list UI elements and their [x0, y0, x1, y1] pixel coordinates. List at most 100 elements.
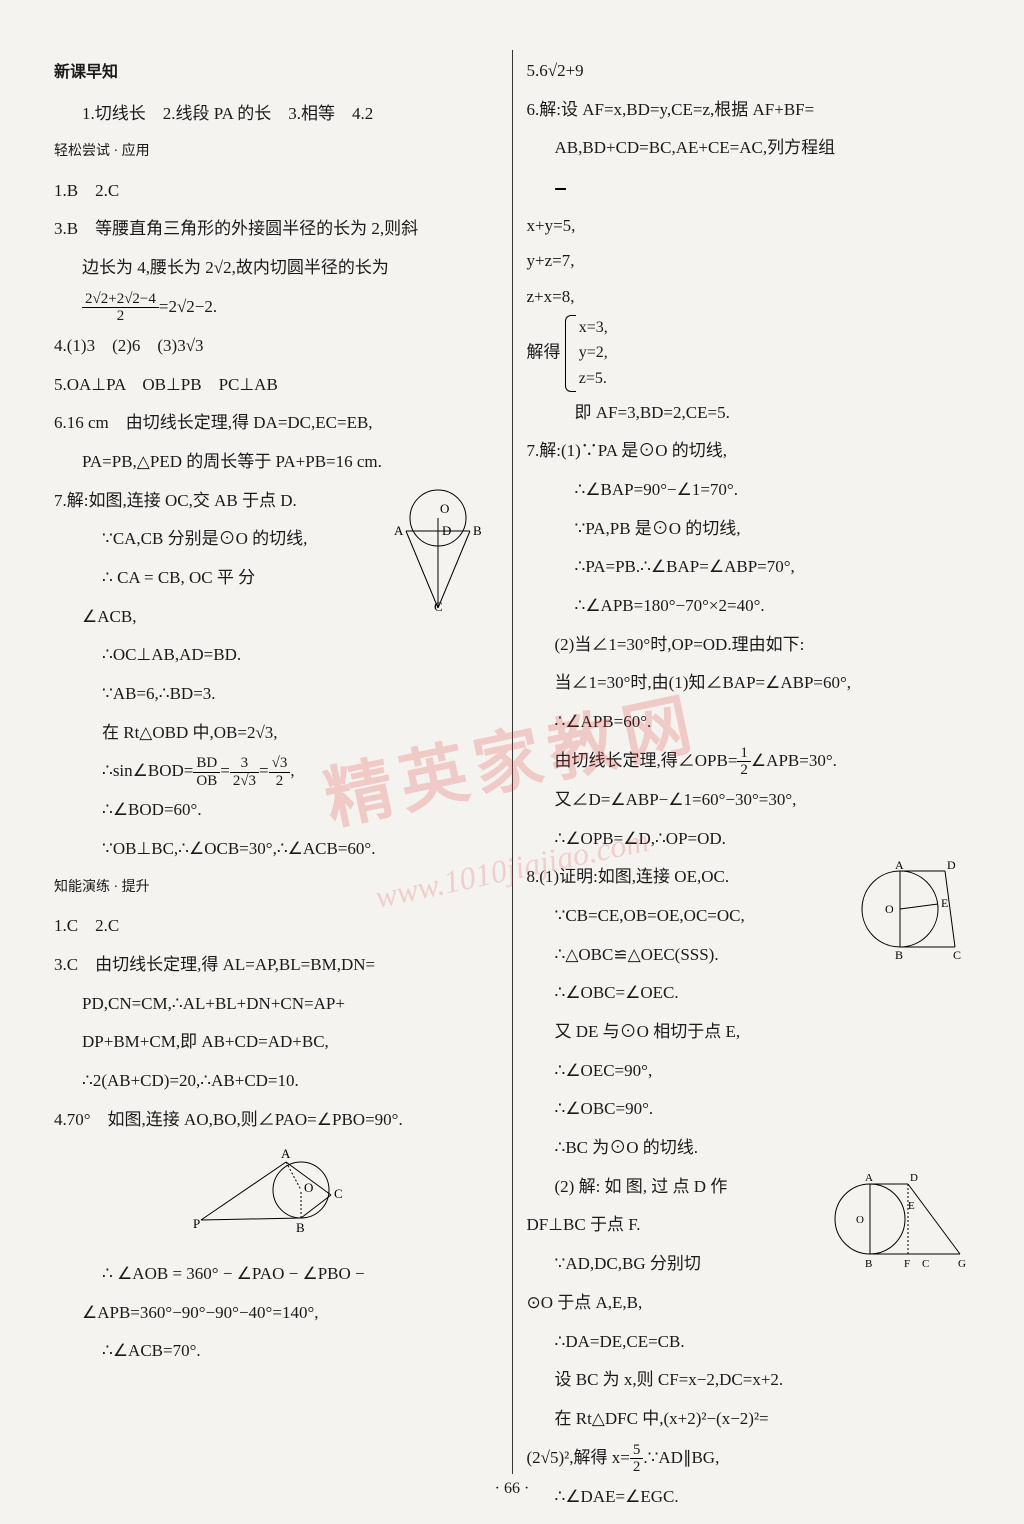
q6-line2: PA=PB,△PED 的周长等于 PA+PB=16 cm.	[54, 444, 498, 480]
p3-line1: 3.C 由切线长定理,得 AL=AP,BL=BM,DN=	[54, 947, 498, 983]
two-column-layout: 新课早知 1.切线长 2.线段 PA 的长 3.相等 4.2 轻松尝试 · 应用…	[40, 50, 984, 1474]
r8-2-line9: ∴∠DAE=∠EGC.	[527, 1479, 971, 1515]
r8-2-line7: 在 Rt△DFC 中,(x+2)²−(x−2)²=	[527, 1401, 971, 1437]
r7-line11: ∴∠OPB=∠D,∴OP=OD.	[527, 821, 971, 857]
q3-result: =2√2−2.	[159, 297, 217, 316]
r8-line8: ∴BC 为⊙O 的切线.	[527, 1130, 971, 1166]
fig7-O: O	[440, 501, 449, 516]
q7-line9: ∴∠BOD=60°.	[54, 792, 498, 828]
left-column: 新课早知 1.切线长 2.线段 PA 的长 3.相等 4.2 轻松尝试 · 应用…	[40, 50, 513, 1474]
right-column: 5.6√2+9 6.解:设 AF=x,BD=y,CE=z,根据 AF+BF= A…	[513, 50, 985, 1474]
q7eq2: =	[259, 761, 269, 780]
q7f1n: BD	[193, 755, 220, 773]
section-header-1: 新课早知	[54, 56, 498, 90]
figure-q7: O A B D C	[378, 483, 498, 613]
r8-2-line8: (2√5)²,解得 x=52.∵AD∥BG,	[527, 1440, 971, 1476]
q5: 5.OA⊥PA OB⊥PB PC⊥AB	[54, 367, 498, 403]
p3-line2: PD,CN=CM,∴AL+BL+DN+CN=AP+	[54, 986, 498, 1022]
q3-line2: 边长为 4,腰长为 2√2,故内切圆半径的长为	[54, 250, 498, 286]
r8f2n: 5	[630, 1442, 644, 1460]
q7f3n: √3	[269, 755, 291, 773]
r8-2-line4: ⊙O 于点 A,E,B,	[527, 1285, 971, 1321]
r7-line1: 7.解:(1)∵PA 是⊙O 的切线,	[527, 433, 971, 469]
figure-8b: A D O E B F C G	[830, 1169, 970, 1279]
r6-line1: 6.解:设 AF=x,BD=y,CE=z,根据 AF+BF=	[527, 92, 971, 128]
r7-line9: 由切线长定理,得∠OPB=12∠APB=30°.	[527, 743, 971, 779]
r8-8a: (2√5)²,解得 x=	[527, 1448, 630, 1467]
r8-2-line6: 设 BC 为 x,则 CF=x−2,DC=x+2.	[527, 1362, 971, 1398]
r7-line4: ∴PA=PB.∴∠BAP=∠ABP=70°,	[527, 549, 971, 585]
q7f2n: 3	[230, 755, 259, 773]
q7-line5: ∴OC⊥AB,AD=BD.	[54, 637, 498, 673]
figure-p4: P A B C O	[191, 1140, 361, 1240]
r7-line8: ∴∠APB=60°.	[527, 704, 971, 740]
f8b-G: G	[958, 1258, 966, 1270]
sys1-1: x+y=5,	[527, 208, 971, 244]
r8-line4: ∴∠OBC=∠OEC.	[527, 975, 971, 1011]
q4: 4.(1)3 (2)6 (3)3√3	[54, 328, 498, 364]
r8-8b: .∵AD∥BG,	[643, 1448, 719, 1467]
r8-line5: 又 DE 与⊙O 相切于点 E,	[527, 1014, 971, 1050]
r7-line6: (2)当∠1=30°时,OP=OD.理由如下:	[527, 627, 971, 663]
r6-line2: AB,BD+CD=BC,AE+CE=AC,列方程组	[527, 130, 971, 166]
fig7-A: A	[394, 523, 404, 538]
sys2-1: x=3,	[579, 315, 608, 341]
f8a-O: O	[885, 902, 894, 916]
f8b-E: E	[908, 1200, 915, 1212]
q7comma: ,	[290, 761, 294, 780]
r7-line7: 当∠1=30°时,由(1)知∠BAP=∠ABP=60°,	[527, 665, 971, 701]
q7-line7: 在 Rt△OBD 中,OB=2√3,	[54, 715, 498, 751]
fig7-B: B	[473, 523, 482, 538]
section-header-2: 轻松尝试 · 应用	[54, 137, 498, 166]
r7-9b: ∠APB=30°.	[751, 751, 837, 770]
p4-line4: ∴∠ACB=70°.	[54, 1333, 498, 1369]
fig7-D: D	[442, 523, 451, 538]
fig4-A: A	[281, 1146, 291, 1161]
p4-line3: ∠APB=360°−90°−90°−40°=140°,	[54, 1295, 498, 1331]
f8a-E: E	[941, 896, 948, 910]
q7-line10: ∵OB⊥BC,∴∠OCB=30°,∴∠ACB=60°.	[54, 831, 498, 867]
q7f3d: 2	[269, 773, 291, 790]
figure-8a: A D O E B C	[855, 859, 970, 969]
q1-2: 1.B 2.C	[54, 173, 498, 209]
q7-sin: ∴sin∠BOD=	[102, 761, 193, 780]
f8b-B: B	[865, 1258, 872, 1270]
r7-line5: ∴∠APB=180°−70°×2=40°.	[527, 588, 971, 624]
r8f2d: 2	[630, 1459, 644, 1476]
f8b-O: O	[856, 1214, 864, 1226]
p1-2: 1.C 2.C	[54, 908, 498, 944]
fig4-B: B	[296, 1220, 305, 1235]
f8b-D: D	[910, 1172, 918, 1184]
r6-mid: 解得	[527, 342, 561, 361]
r7-line3: ∵PA,PB 是⊙O 的切线,	[527, 511, 971, 547]
q3-frac-den: 2	[82, 308, 159, 325]
f8a-C: C	[953, 948, 961, 962]
p4-line2: ∴ ∠AOB = 360° − ∠PAO − ∠PBO −	[54, 1256, 498, 1292]
page-number: · 66 ·	[495, 1472, 530, 1506]
q3-frac-num: 2√2+2√2−4	[82, 291, 159, 309]
p3-line3: DP+BM+CM,即 AB+CD=AD+BC,	[54, 1024, 498, 1060]
sys2-3: z=5.	[579, 366, 608, 392]
r5: 5.6√2+9	[527, 53, 971, 89]
fig4-P: P	[193, 1216, 200, 1231]
q3-line1: 3.B 等腰直角三角形的外接圆半径的长为 2,则斜	[54, 211, 498, 247]
s1-line1: 1.切线长 2.线段 PA 的长 3.相等 4.2	[54, 96, 498, 132]
r8-line7: ∴∠OBC=90°.	[527, 1091, 971, 1127]
fig7-C: C	[434, 599, 443, 613]
f8b-F: F	[904, 1258, 910, 1270]
q7-line8: ∴sin∠BOD=BDOB=32√3=√32,	[54, 753, 498, 789]
p4-line1: 4.70° 如图,连接 AO,BO,则∠PAO=∠PBO=90°.	[54, 1102, 498, 1138]
sys1-3: z+x=8,	[527, 279, 971, 315]
q7f1d: OB	[193, 773, 220, 790]
q3-frac: 2√2+2√2−42=2√2−2.	[54, 289, 498, 325]
r8-2-line5: ∴DA=DE,CE=CB.	[527, 1324, 971, 1360]
r7fn: 1	[737, 745, 751, 763]
f8b-C: C	[922, 1258, 929, 1270]
q7-line6: ∵AB=6,∴BD=3.	[54, 676, 498, 712]
r6-line3: 即 AF=3,BD=2,CE=5.	[527, 395, 971, 431]
section-header-3: 知能演练 · 提升	[54, 873, 498, 902]
sys2-2: y=2,	[579, 340, 608, 366]
fig4-O: O	[304, 1180, 313, 1195]
sys1-2: y+z=7,	[527, 243, 971, 279]
q6-line1: 6.16 cm 由切线长定理,得 DA=DC,EC=EB,	[54, 405, 498, 441]
